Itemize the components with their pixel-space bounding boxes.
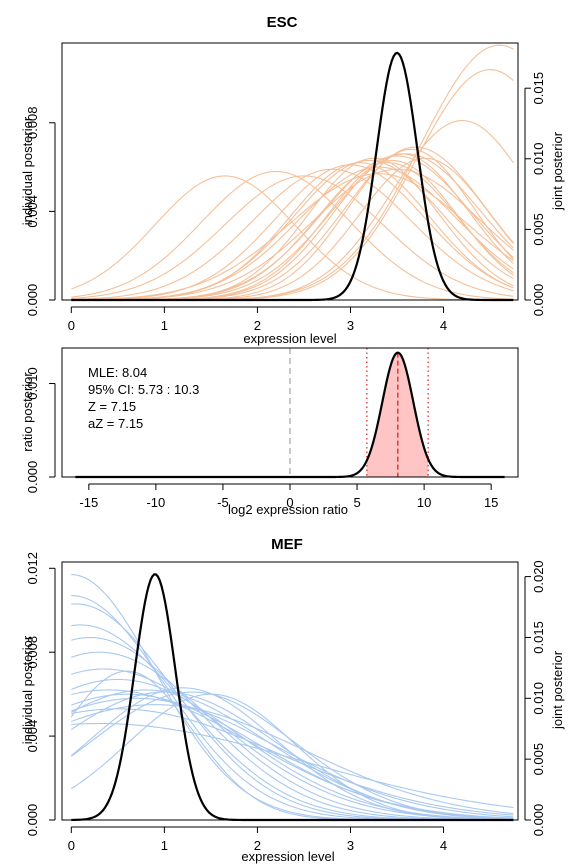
esc-y-right-tick-label: 0.015 (531, 72, 546, 105)
mef-individual-posterior-line (71, 708, 514, 816)
mef-individual-posterior-line (71, 651, 514, 821)
esc-y-right-label: joint posterior (550, 131, 565, 211)
esc-x-label: expression level (243, 331, 336, 346)
mef-y-right-tick-label: 0.015 (531, 621, 546, 654)
ratio-x-tick-label: 15 (484, 495, 498, 510)
mef-individual-posterior-line (71, 574, 514, 821)
esc-plot-frame (61, 42, 519, 301)
mef-y-tick-label: 0.012 (25, 552, 40, 585)
mef-y-right-tick-label: 0.010 (531, 682, 546, 715)
esc-individual-posterior-line (71, 170, 514, 300)
esc-x-tick-label: 3 (347, 318, 354, 333)
mef-y-label: individual posterior (20, 635, 35, 744)
ratio-x-tick-label: -10 (146, 495, 165, 510)
esc-y-axis: 0.000 0.004 0.008 (25, 106, 56, 317)
mef-x-tick-label: 0 (68, 838, 75, 853)
ratio-x-label: log2 expression ratio (228, 502, 348, 517)
mef-individual-posterior-line (70, 691, 514, 820)
mef-plot-frame (61, 561, 519, 821)
esc-x-tick-label: 2 (254, 318, 261, 333)
ratio-x-tick-label: -15 (79, 495, 98, 510)
ratio-x-axis: -15 -10 -5 0 5 10 15 (79, 483, 498, 510)
mef-y-right-tick-label: 0.000 (531, 804, 546, 837)
mef-x-tick-label: 4 (440, 838, 447, 853)
mle-annotation: MLE: 8.04 (88, 365, 147, 380)
ratio-y-axis: 0.000 0.010 (25, 367, 56, 494)
ratio-x-tick-label: 10 (417, 495, 431, 510)
az-annotation: aZ = 7.15 (88, 416, 143, 431)
mef-individual-posterior-line (71, 636, 514, 821)
mef-y-tick-label: 0.004 (25, 720, 40, 753)
mef-x-axis: 0 1 2 3 4 (68, 826, 447, 853)
z-annotation: Z = 7.15 (88, 399, 136, 414)
mef-individual-posterior-line (71, 693, 514, 821)
mef-y-tick-label: 0.000 (25, 804, 40, 837)
mef-individual-posterior-line (71, 693, 514, 819)
esc-individual-posterior-line (71, 175, 514, 301)
ratio-x-tick-label: 0 (286, 495, 293, 510)
ci-shaded-area (366, 352, 429, 477)
esc-panel: ESC 0 1 2 3 4 0.000 0.004 0.008 0.000 0.005 0.01… (20, 14, 565, 346)
esc-individual-posterior-line (71, 168, 514, 300)
mef-y-right-label: joint posterior (550, 650, 565, 730)
esc-individual-posterior-line (71, 157, 514, 301)
esc-x-axis: 0 1 2 3 4 (68, 306, 447, 333)
esc-y-tick-label: 0.008 (25, 106, 40, 139)
esc-y-right-axis: 0.000 0.005 0.010 0.015 (524, 72, 546, 317)
mef-individual-posterior-line (71, 704, 514, 815)
mef-x-tick-label: 1 (161, 838, 168, 853)
esc-y-right-tick-label: 0.010 (531, 143, 546, 176)
mef-individual-posterior-line (71, 691, 514, 820)
esc-y-tick-label: 0.000 (25, 284, 40, 317)
mef-x-tick-label: 3 (347, 838, 354, 853)
ratio-y-label: ratio posterior (20, 372, 35, 452)
esc-curves (71, 44, 514, 302)
ratio-y-tick-label: 0.010 (25, 367, 40, 400)
esc-individual-posterior-line (71, 164, 514, 301)
esc-title: ESC (267, 14, 298, 31)
mef-x-label: expression level (241, 849, 334, 864)
esc-individual-posterior-line (71, 159, 514, 301)
ci-annotation: 95% CI: 5.73 : 10.3 (88, 382, 199, 397)
esc-x-tick-label: 4 (440, 318, 447, 333)
ratio-plot-frame (61, 347, 519, 478)
esc-individual-posterior-line (71, 120, 514, 301)
esc-y-tick-label: 0.004 (25, 195, 40, 228)
mef-y-right-tick-label: 0.020 (531, 560, 546, 593)
esc-y-right-tick-label: 0.000 (531, 284, 546, 317)
esc-individual-posterior-line (71, 173, 514, 301)
mef-individual-posterior-line (70, 687, 514, 821)
mef-joint-posterior-line (71, 573, 514, 822)
esc-x-tick-label: 1 (161, 318, 168, 333)
esc-x-tick-label: 0 (68, 318, 75, 333)
mef-y-right-tick-label: 0.005 (531, 743, 546, 776)
esc-individual-posterior-line (71, 159, 514, 301)
mef-individual-posterior-line (71, 595, 514, 821)
mef-x-tick-label: 2 (254, 838, 261, 853)
esc-individual-posterior-line (71, 166, 514, 301)
ratio-x-tick-label: -5 (217, 495, 229, 510)
ratio-y-tick-label: 0.000 (25, 461, 40, 494)
esc-y-right-tick-label: 0.005 (531, 213, 546, 246)
mef-individual-posterior-line (71, 603, 514, 821)
mef-y-right-axis: 0.000 0.005 0.010 0.015 0.020 (524, 560, 546, 837)
ratio-x-tick-label: 5 (353, 495, 360, 510)
mef-y-axis: 0.000 0.004 0.008 0.012 (25, 552, 56, 837)
mef-y-tick-label: 0.008 (25, 636, 40, 669)
mef-individual-posterior-line (71, 678, 514, 820)
esc-individual-posterior-line (71, 157, 514, 301)
ratio-panel: -15 -10 -5 0 5 10 15 0.000 0.010 log2 expressio… (20, 347, 519, 517)
mef-curves (70, 573, 514, 822)
esc-joint-posterior-line (71, 51, 514, 302)
mef-title: MEF (271, 536, 303, 553)
esc-individual-posterior-line (71, 168, 514, 301)
esc-y-label: individual posterior (20, 116, 35, 225)
mef-individual-posterior-line (71, 722, 514, 809)
